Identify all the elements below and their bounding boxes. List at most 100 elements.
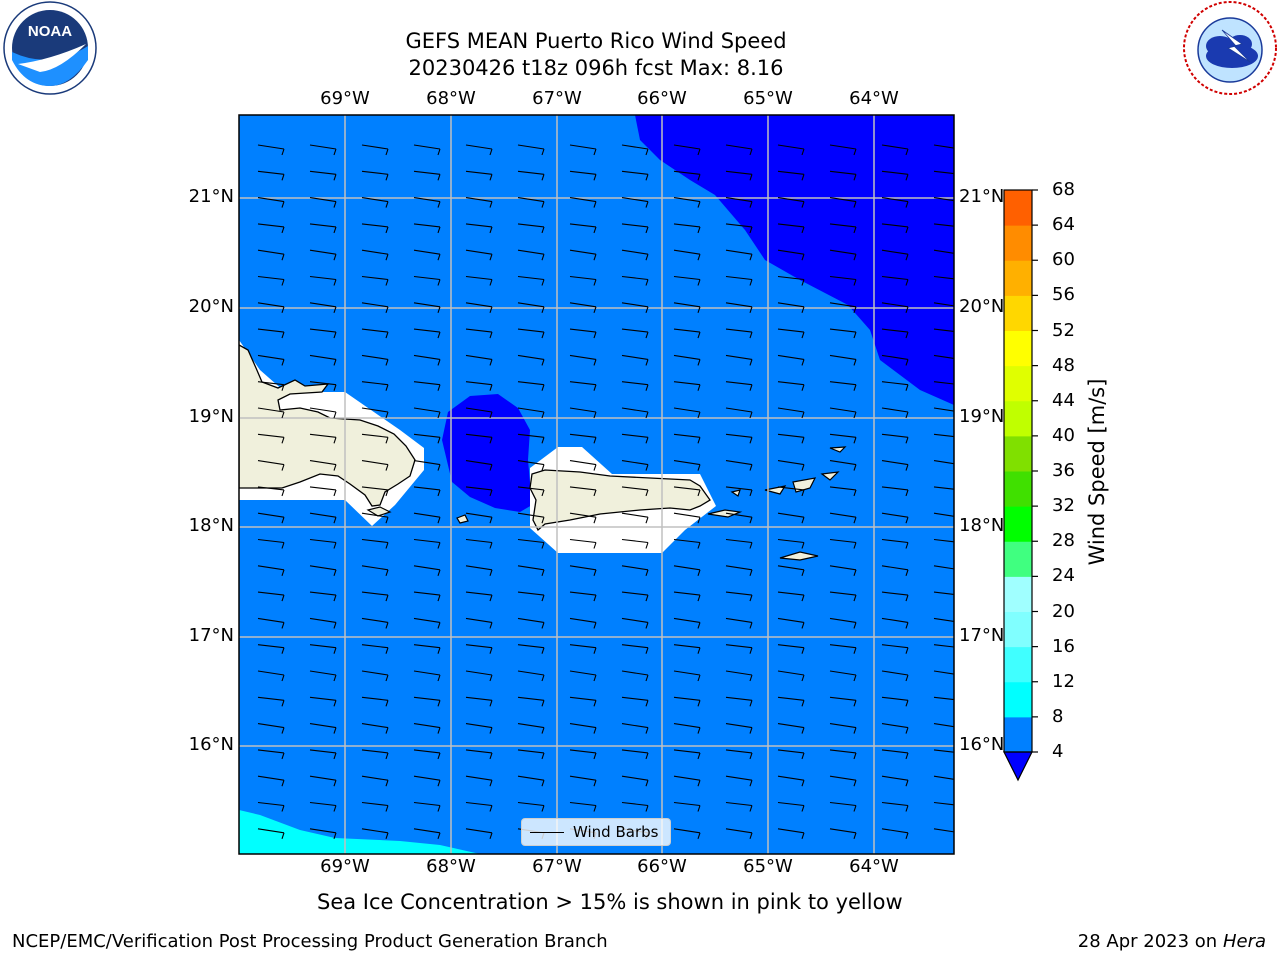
wind-barb: [465, 617, 493, 629]
colorbar-segment: [1004, 576, 1032, 612]
wind-barb: [725, 801, 753, 812]
sea-ice-note: Sea Ice Concentration > 15% is shown in …: [317, 890, 903, 914]
wind-barb: [517, 328, 545, 339]
wind-barb: [361, 249, 389, 261]
wind-barb: [309, 486, 337, 497]
wind-barb: [725, 275, 753, 286]
wind-barb: [829, 591, 857, 602]
wind-barb: [725, 354, 753, 366]
colorbar-tick-label: 28: [1052, 530, 1075, 552]
wind-barb: [413, 328, 441, 339]
wind-barb: [465, 197, 493, 208]
wind-barb: [725, 433, 753, 444]
wind-barb: [413, 486, 441, 497]
wind-barb: [517, 591, 545, 602]
colorbar-tick-label: 44: [1052, 389, 1075, 411]
wind-barb: [829, 328, 857, 339]
wind-barb: [673, 460, 701, 471]
wind-barb: [725, 407, 753, 419]
wind-barb: [413, 433, 441, 444]
wind-barb: [309, 723, 337, 734]
land-saona-island: [366, 506, 392, 517]
wind-barb: [673, 302, 701, 313]
wind-barb: [465, 538, 493, 549]
wind-barb: [933, 381, 954, 385]
wind-barb: [309, 407, 337, 419]
wind-barb: [257, 591, 285, 602]
wind-barb: [361, 433, 389, 444]
wind-barb: [361, 617, 389, 629]
wind-barb: [621, 670, 649, 682]
wind-barb: [413, 512, 441, 524]
wind-barb: [465, 828, 493, 839]
wind-barb: [673, 249, 701, 261]
footer-host: Hera: [1222, 931, 1266, 952]
colorbar-tick-label: 48: [1052, 354, 1075, 376]
land-hispaniola: [239, 344, 416, 507]
wind-barb: [569, 249, 597, 261]
wind-barb: [257, 538, 285, 549]
wind-barb: [569, 197, 597, 208]
wind-barb: [257, 433, 285, 444]
wind-barb: [257, 801, 285, 812]
wind-barb: [933, 538, 954, 543]
wind-barb: [621, 644, 649, 654]
wind-barb: [517, 433, 545, 444]
wind-barb: [361, 723, 389, 734]
wind-barb: [361, 538, 389, 549]
colorbar-tick-label: 68: [1052, 179, 1075, 200]
wind-barb: [881, 538, 909, 549]
wind-barb: [309, 775, 337, 787]
wind-barb: [829, 197, 857, 208]
wind-barb: [569, 328, 597, 339]
wind-barb: [829, 407, 857, 419]
wind-barb: [517, 565, 545, 576]
wind-barb: [829, 538, 857, 549]
wind-barb: [881, 144, 909, 156]
wind-barb: [621, 249, 649, 261]
wind-barb: [829, 617, 857, 629]
wind-barb: [621, 275, 649, 286]
footer-branch: NCEP/EMC/Verification Post Processing Pr…: [12, 931, 608, 952]
wind-barb: [777, 670, 805, 682]
wind-barb: [413, 723, 441, 734]
wind-barb: [517, 696, 545, 707]
wind-barb: [829, 644, 857, 654]
colorbar-segment: [1004, 190, 1032, 226]
colorbar-segment: [1004, 260, 1032, 296]
wind-barb: [725, 328, 753, 339]
wind-barb: [777, 381, 805, 391]
wind-barb: [361, 512, 389, 524]
wind-barb: [933, 144, 954, 149]
wind-barb: [517, 144, 545, 156]
wind-barb: [725, 644, 753, 654]
wind-barb: [621, 591, 649, 602]
wind-barb: [673, 565, 701, 576]
wind-barb: [725, 591, 753, 602]
wind-barb: [725, 249, 753, 261]
wind-barb: [777, 591, 805, 602]
wind-barb: [725, 828, 753, 839]
wind-barb: [569, 144, 597, 156]
wind-barb: [621, 538, 649, 549]
lon-label-bottom: 69°W: [320, 856, 370, 877]
wind-barb: [725, 617, 753, 629]
wind-barb: [569, 538, 597, 549]
wind-barb: [465, 275, 493, 286]
wind-barb: [881, 801, 909, 812]
map-frame: [238, 114, 955, 855]
wind-barb: [933, 801, 954, 806]
wind-barb: [257, 512, 285, 524]
wind-barb: [673, 723, 701, 734]
wind-barb: [309, 275, 337, 286]
colorbar-tick-label: 8: [1052, 705, 1064, 727]
wind-barb: [725, 197, 753, 208]
wind-barb: [569, 170, 597, 181]
wind-barb: [309, 144, 337, 156]
wind-barb: [465, 801, 493, 812]
wind-barbs: [257, 144, 954, 839]
wind-barb: [361, 591, 389, 602]
wind-barb: [829, 302, 857, 313]
wind-barb: [465, 407, 493, 419]
wind-barb: [725, 538, 753, 549]
